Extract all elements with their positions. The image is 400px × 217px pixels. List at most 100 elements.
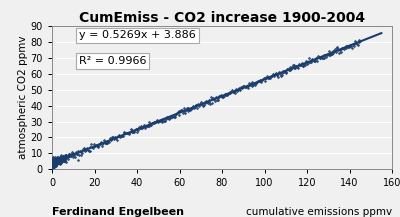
Point [49,159,56,163]
Point [57,156,64,159]
Point [264,74,270,78]
Point [50,159,56,162]
Point [60,154,66,158]
Point [49,161,56,164]
Point [200,104,207,107]
Point [55,158,62,161]
Point [60,157,66,160]
Point [56,160,62,164]
Point [166,117,173,120]
Point [65,152,72,156]
Point [161,119,167,123]
Point [54,158,61,162]
Point [107,139,114,142]
Point [192,103,199,107]
Point [52,161,58,165]
Point [110,135,116,139]
Point [158,118,164,122]
Point [55,155,62,158]
Point [99,144,106,148]
Point [57,157,64,161]
Point [60,157,67,161]
Point [49,167,55,170]
Point [105,140,111,143]
Point [50,159,57,163]
Point [90,146,96,150]
Point [234,89,240,93]
Point [50,159,56,163]
Point [51,164,57,168]
Text: cumulative emissions ppmv: cumulative emissions ppmv [246,207,392,217]
Point [335,49,342,52]
Point [157,120,163,123]
Point [149,121,155,125]
Point [79,151,86,155]
Point [52,162,58,165]
Point [52,159,58,163]
Point [191,107,197,110]
Point [51,159,57,163]
Point [56,159,62,163]
Point [146,120,153,124]
Point [103,141,110,145]
Point [97,143,103,146]
Point [86,149,92,153]
Point [189,106,196,110]
Point [51,163,58,166]
Point [321,56,328,59]
Point [52,157,58,160]
Point [282,69,288,72]
Point [316,55,322,58]
Title: CumEmiss - CO2 increase 1900-2004: CumEmiss - CO2 increase 1900-2004 [79,11,365,25]
Point [242,86,248,89]
Point [159,120,166,124]
Point [50,161,57,165]
Point [53,159,59,162]
Point [98,140,104,144]
Point [175,110,181,113]
Point [338,47,344,51]
Point [120,131,127,135]
Point [52,159,59,163]
Point [68,151,75,154]
Point [298,63,304,67]
Point [171,113,178,116]
Point [62,156,68,160]
Point [50,164,56,167]
Point [320,54,327,57]
Point [213,95,219,99]
Point [75,150,81,153]
Point [355,39,362,42]
Point [214,99,220,102]
Point [156,120,162,123]
Point [115,134,121,138]
Point [56,157,63,160]
Point [334,45,340,49]
Point [49,163,56,166]
Point [102,141,108,145]
Point [75,158,81,162]
Point [262,80,268,83]
Point [357,39,363,43]
Point [62,158,68,161]
Point [328,53,335,56]
Point [179,109,185,112]
Point [93,144,99,147]
Point [112,136,118,140]
Point [351,42,358,45]
Point [257,80,264,83]
Point [109,136,116,139]
Point [68,155,74,158]
Point [51,162,57,166]
Point [250,83,256,86]
Point [49,158,55,161]
Point [51,161,58,164]
Point [331,49,337,52]
Point [274,74,280,77]
Point [140,125,146,128]
Point [176,113,183,117]
Point [49,164,55,168]
Point [54,161,60,164]
Point [49,165,56,168]
Point [49,162,56,165]
